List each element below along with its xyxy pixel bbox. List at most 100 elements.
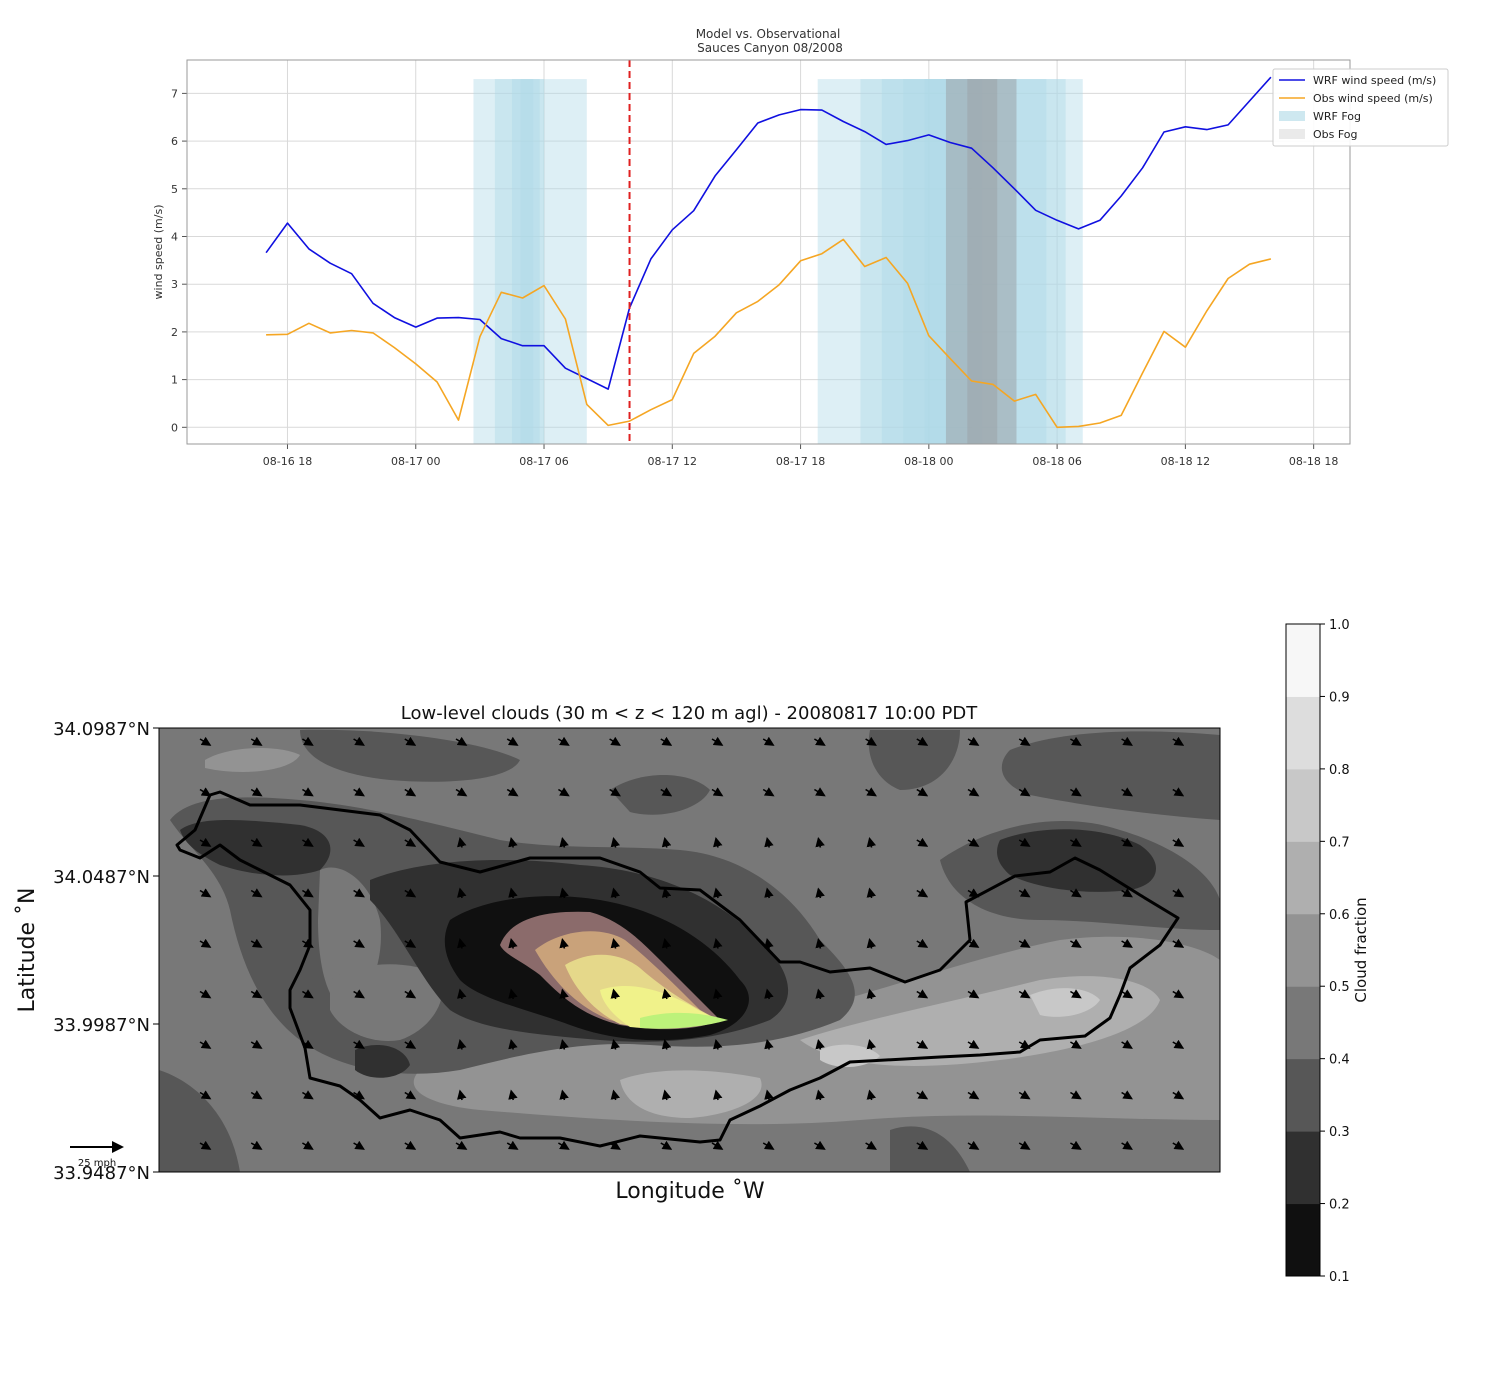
wind-vector — [353, 1039, 365, 1049]
wind-vector — [916, 989, 929, 999]
wind-vector — [1224, 1042, 1234, 1048]
legend-wrf-wind-label: WRF wind speed (m/s) — [1313, 74, 1436, 87]
contour-dark-ne-top — [868, 730, 960, 790]
wind-vector — [713, 988, 723, 1000]
colorbar-frame — [1285, 623, 1321, 1277]
x-tick-label: 08-17 12 — [648, 455, 697, 468]
lat-tick-label: 34.0987°N — [53, 719, 150, 740]
wind-vector — [1172, 1140, 1185, 1150]
wind-vector — [1275, 739, 1285, 745]
wind-vector — [199, 1140, 212, 1150]
wind-vector — [764, 988, 774, 1000]
plot-frame — [186, 59, 1351, 445]
wind-vector — [508, 988, 518, 1000]
wind-vector — [1121, 1090, 1133, 1100]
wind-vector — [610, 937, 621, 949]
wind-vector — [1121, 1039, 1133, 1049]
series-lines — [265, 60, 1272, 444]
wind-vector — [866, 1089, 877, 1101]
wind-vector — [506, 1140, 519, 1150]
wind-vector — [813, 787, 826, 797]
chart-subtitle: Sauces Canyon 08/2008 — [697, 41, 843, 55]
contour-mid-west-2 — [330, 964, 443, 1041]
wind-vector — [250, 787, 263, 797]
wind-vector — [1275, 790, 1285, 796]
wind-vector — [1069, 837, 1082, 847]
colorbar-tick-label: 0.4 — [1329, 1053, 1350, 1068]
legend-wrf-fog-swatch — [1279, 111, 1305, 121]
wind-vector — [1018, 736, 1031, 746]
wind-vector — [353, 1090, 365, 1100]
colorbar-swatch — [1286, 913, 1320, 987]
wind-vector — [250, 888, 263, 898]
wind-vector — [301, 787, 314, 797]
wind-vector — [609, 787, 621, 797]
wind-vector — [916, 736, 929, 746]
colorbar-tick-label: 0.9 — [1329, 690, 1350, 705]
cloud-map-figure: Low-level clouds (30 m < z < 120 m agl) … — [15, 618, 1370, 1285]
wind-vector — [353, 837, 365, 847]
grid — [187, 60, 1350, 444]
colorbar-swatch — [1286, 624, 1320, 697]
wind-vector — [1275, 1042, 1285, 1048]
legend-obs-fog-swatch — [1279, 129, 1305, 139]
wind-vector — [1172, 938, 1185, 948]
wind-vector — [508, 937, 518, 949]
wind-vector — [762, 736, 775, 746]
y-tick-label: 2 — [171, 326, 178, 339]
x-tick-label: 08-17 00 — [391, 455, 440, 468]
wind-vector — [301, 989, 314, 999]
wind-vector — [557, 1140, 570, 1150]
wind-vector — [916, 1039, 929, 1049]
contour-dark-n-blob — [610, 775, 710, 815]
y-tick-label: 1 — [171, 374, 178, 387]
wind-vector — [508, 1089, 518, 1101]
cloud-contours — [159, 728, 1220, 1172]
colorbar-tick-label: 0.2 — [1329, 1198, 1350, 1213]
wind-vector — [1275, 891, 1285, 897]
wind-vector — [661, 836, 672, 848]
wind-vector — [457, 836, 467, 848]
wind-vector — [815, 887, 825, 899]
wind-vector — [404, 989, 417, 999]
wind-vector — [250, 1090, 263, 1100]
wind-vector — [1275, 992, 1285, 998]
contour-lighter-south — [620, 1070, 762, 1118]
island-coastline — [175, 790, 1180, 1148]
wind-vector — [353, 736, 365, 746]
legend-obs-wind-label: Obs wind speed (m/s) — [1313, 92, 1433, 105]
y-tick-label: 4 — [171, 230, 178, 243]
wind-vector — [967, 787, 980, 797]
wind-vector — [1121, 989, 1133, 999]
obs-wind-line — [266, 238, 1272, 429]
wind-vector — [815, 937, 825, 949]
wind-vector — [559, 1038, 569, 1050]
wind-vector — [711, 736, 724, 746]
wind-vector — [404, 888, 417, 898]
wind-vector — [866, 836, 877, 848]
wind-vector — [866, 988, 877, 1000]
wind-vector — [199, 888, 212, 898]
legend: WRF wind speed (m/s) Obs wind speed (m/s)… — [1272, 68, 1449, 147]
wind-vector — [1121, 1140, 1133, 1150]
wind-vector — [866, 937, 877, 949]
wind-vector — [250, 1039, 263, 1049]
wind-vector — [404, 837, 417, 847]
wind-vectors — [199, 736, 1285, 1150]
wind-vector — [1172, 736, 1185, 746]
wind-vector — [713, 1089, 723, 1101]
contour-peak-zone-5 — [640, 1012, 728, 1029]
wind-vector — [661, 988, 672, 1000]
wind-vector — [916, 837, 929, 847]
wind-vector — [1069, 787, 1082, 797]
wind-vector — [1069, 989, 1082, 999]
wind-vector — [660, 1140, 673, 1150]
wind-vector — [404, 938, 417, 948]
wind-vector — [508, 1038, 518, 1050]
wind-vector — [1172, 1090, 1185, 1100]
wind-vector — [610, 836, 621, 848]
wind-vector — [1224, 739, 1234, 745]
wind-vector — [301, 1090, 314, 1100]
y-tick-label: 6 — [171, 135, 178, 148]
wind-vector — [916, 938, 929, 948]
